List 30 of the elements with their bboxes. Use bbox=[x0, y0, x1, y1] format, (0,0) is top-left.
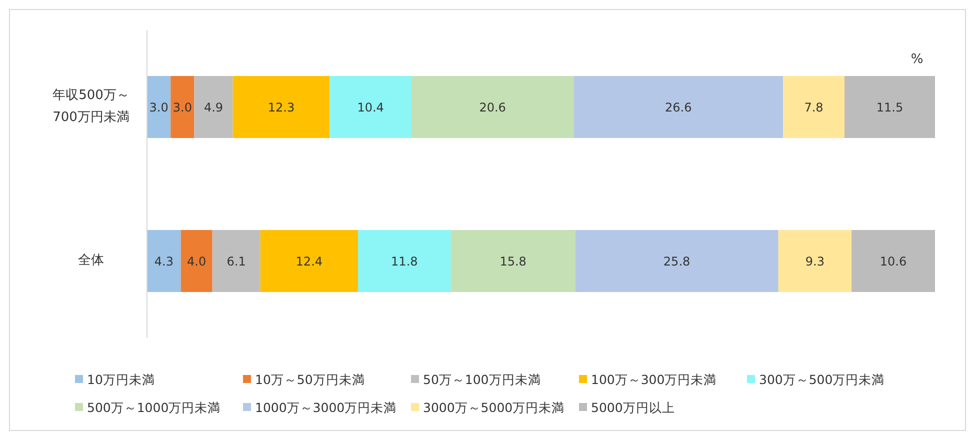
data-label: 10.4 bbox=[357, 100, 384, 114]
data-label: 15.8 bbox=[500, 254, 526, 268]
data-label: 11.8 bbox=[391, 254, 418, 268]
data-label: 11.5 bbox=[876, 100, 904, 114]
legend-label: 500万～1000万円未満 bbox=[87, 400, 221, 415]
data-label: 20.6 bbox=[479, 100, 506, 114]
data-label: 25.8 bbox=[663, 254, 690, 268]
data-label: 12.4 bbox=[296, 254, 323, 268]
data-label: 26.6 bbox=[665, 100, 692, 114]
legend-label: 3000万～5000万円未満 bbox=[423, 400, 565, 415]
data-label: 4.3 bbox=[154, 254, 174, 268]
legend-label: 10万～50万円未満 bbox=[255, 372, 365, 387]
data-label: 12.3 bbox=[268, 100, 295, 114]
data-label: 3.0 bbox=[172, 100, 192, 114]
annotation: % bbox=[910, 52, 924, 67]
legend-label: 50万～100万円未満 bbox=[423, 372, 541, 387]
y-tick-label: 全体 bbox=[77, 252, 105, 270]
legend-label: 300万～500万円未満 bbox=[759, 372, 885, 387]
legend-label: 100万～300万円未満 bbox=[591, 372, 717, 387]
data-label: 4.9 bbox=[204, 100, 224, 114]
data-label: 7.8 bbox=[804, 100, 824, 114]
legend-label: 5000万円以上 bbox=[591, 400, 675, 415]
y-tick-label: 年収500万～700万円未満 bbox=[52, 87, 130, 127]
data-label: 10.6 bbox=[880, 254, 907, 268]
legend-label: 10万円未満 bbox=[87, 372, 155, 387]
data-label: 3.0 bbox=[149, 100, 168, 114]
data-label: 4.0 bbox=[187, 254, 206, 268]
legend-label: 1000万～3000万円未満 bbox=[255, 400, 397, 415]
data-label: 9.3 bbox=[805, 254, 824, 268]
data-label: 6.1 bbox=[226, 254, 246, 268]
